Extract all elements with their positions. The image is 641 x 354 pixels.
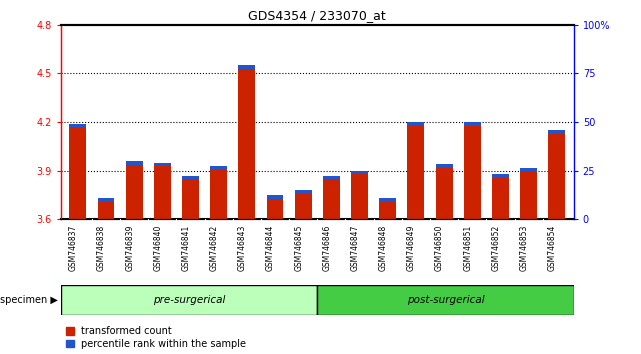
Bar (69, 124, 87, 219)
Text: GDS4354 / 233070_at: GDS4354 / 233070_at (249, 9, 386, 22)
Bar (69, 124, 87, 127)
Text: GSM746848: GSM746848 (379, 225, 388, 271)
Bar (379, 198, 396, 202)
Bar (520, 167, 537, 171)
Text: GSM746837: GSM746837 (69, 225, 78, 271)
Bar (323, 176, 340, 219)
Bar (548, 130, 565, 134)
Text: specimen ▶: specimen ▶ (0, 295, 58, 305)
Text: GSM746849: GSM746849 (407, 225, 416, 271)
Text: GSM746851: GSM746851 (463, 225, 472, 271)
Bar (61, 285, 317, 315)
Bar (154, 163, 171, 219)
Text: GSM746852: GSM746852 (492, 225, 501, 271)
Text: post-surgerical: post-surgerical (406, 295, 485, 305)
Bar (408, 122, 424, 126)
Text: GSM746843: GSM746843 (238, 225, 247, 271)
Bar (154, 163, 171, 166)
Text: GSM746854: GSM746854 (548, 225, 557, 271)
Bar (351, 171, 368, 175)
Text: GSM746838: GSM746838 (97, 225, 106, 271)
Text: GSM746847: GSM746847 (351, 225, 360, 271)
Bar (464, 122, 481, 219)
Bar (408, 122, 424, 219)
Text: GSM746853: GSM746853 (520, 225, 529, 271)
Bar (238, 65, 255, 69)
Text: GSM746839: GSM746839 (125, 225, 134, 271)
Bar (210, 166, 227, 219)
Bar (182, 176, 199, 179)
Bar (323, 176, 340, 179)
Bar (126, 161, 142, 165)
Text: GSM746850: GSM746850 (435, 225, 444, 271)
Bar (520, 167, 537, 219)
Bar (492, 174, 509, 178)
Text: pre-surgerical: pre-surgerical (153, 295, 225, 305)
Bar (210, 166, 227, 170)
Legend: transformed count, percentile rank within the sample: transformed count, percentile rank withi… (66, 326, 246, 349)
Text: GSM746842: GSM746842 (210, 225, 219, 271)
Bar (238, 65, 255, 219)
Bar (182, 176, 199, 219)
Text: GSM746846: GSM746846 (322, 225, 331, 271)
Bar (351, 171, 368, 219)
Bar (317, 285, 574, 315)
Bar (464, 122, 481, 126)
Bar (548, 130, 565, 219)
Bar (267, 195, 283, 219)
Text: GSM746840: GSM746840 (153, 225, 162, 271)
Bar (97, 198, 115, 219)
Bar (436, 164, 453, 219)
Text: GSM746841: GSM746841 (181, 225, 190, 271)
Bar (492, 174, 509, 219)
Bar (436, 164, 453, 168)
Bar (295, 190, 312, 219)
Bar (267, 195, 283, 199)
Bar (379, 198, 396, 219)
Bar (295, 190, 312, 194)
Text: GSM746845: GSM746845 (294, 225, 303, 271)
Bar (97, 198, 115, 202)
Bar (126, 161, 142, 219)
Text: GSM746844: GSM746844 (266, 225, 275, 271)
